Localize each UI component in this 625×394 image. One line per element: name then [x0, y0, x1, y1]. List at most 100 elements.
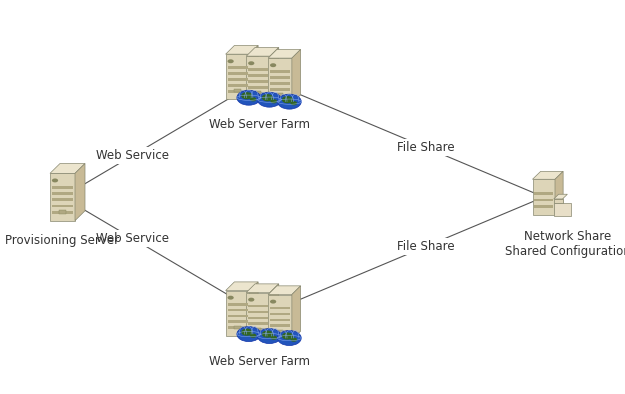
Circle shape	[270, 299, 276, 303]
Polygon shape	[248, 316, 268, 319]
Circle shape	[248, 298, 254, 302]
Polygon shape	[246, 292, 270, 338]
Polygon shape	[255, 328, 261, 331]
Polygon shape	[270, 318, 290, 321]
Polygon shape	[532, 171, 563, 179]
Circle shape	[241, 92, 252, 99]
Polygon shape	[228, 326, 248, 329]
Polygon shape	[228, 314, 248, 317]
Circle shape	[237, 90, 261, 105]
Circle shape	[262, 331, 273, 338]
Polygon shape	[248, 69, 268, 71]
Circle shape	[241, 329, 252, 336]
Polygon shape	[268, 295, 292, 340]
Polygon shape	[292, 286, 301, 340]
Polygon shape	[50, 164, 85, 173]
Polygon shape	[248, 328, 268, 331]
Polygon shape	[228, 303, 248, 305]
Polygon shape	[270, 330, 290, 333]
Polygon shape	[248, 305, 268, 307]
Polygon shape	[270, 324, 290, 327]
Circle shape	[250, 97, 256, 101]
Circle shape	[258, 92, 281, 107]
Polygon shape	[246, 284, 279, 292]
Polygon shape	[228, 90, 248, 93]
Polygon shape	[270, 76, 290, 79]
Polygon shape	[270, 284, 279, 338]
Polygon shape	[270, 48, 279, 102]
Polygon shape	[226, 291, 249, 336]
Polygon shape	[270, 82, 290, 85]
Polygon shape	[270, 313, 290, 315]
Polygon shape	[277, 329, 283, 333]
Polygon shape	[246, 56, 270, 102]
Circle shape	[250, 334, 256, 338]
Polygon shape	[532, 179, 555, 215]
Circle shape	[291, 338, 297, 342]
Polygon shape	[75, 164, 85, 221]
Polygon shape	[534, 192, 553, 195]
Polygon shape	[270, 88, 290, 91]
Text: File Share: File Share	[397, 240, 454, 253]
Polygon shape	[554, 199, 562, 203]
Polygon shape	[228, 72, 248, 75]
Circle shape	[282, 96, 293, 103]
Circle shape	[291, 101, 297, 105]
Text: Web Server Farm: Web Server Farm	[209, 118, 310, 131]
Polygon shape	[59, 210, 66, 214]
Polygon shape	[52, 192, 73, 195]
Text: Web Service: Web Service	[96, 149, 169, 162]
Polygon shape	[52, 199, 73, 201]
Polygon shape	[249, 282, 258, 336]
Polygon shape	[228, 78, 248, 81]
Polygon shape	[268, 286, 301, 295]
Polygon shape	[52, 211, 73, 214]
Polygon shape	[228, 67, 248, 69]
Text: Web Service: Web Service	[96, 232, 169, 245]
Polygon shape	[555, 171, 563, 215]
Circle shape	[270, 63, 276, 67]
Polygon shape	[248, 92, 268, 95]
Circle shape	[228, 296, 234, 299]
Polygon shape	[52, 204, 73, 207]
Text: Network Share
Shared Configuration: Network Share Shared Configuration	[504, 230, 625, 258]
Text: File Share: File Share	[397, 141, 454, 154]
Polygon shape	[534, 205, 553, 208]
Circle shape	[278, 94, 301, 109]
Polygon shape	[249, 45, 258, 99]
Polygon shape	[228, 320, 248, 323]
Circle shape	[262, 94, 273, 101]
Circle shape	[237, 327, 261, 342]
Polygon shape	[226, 54, 249, 99]
Polygon shape	[270, 71, 290, 73]
Text: Web Server Farm: Web Server Farm	[209, 355, 310, 368]
Polygon shape	[234, 325, 241, 329]
Polygon shape	[234, 89, 241, 93]
Polygon shape	[248, 310, 268, 313]
Circle shape	[248, 61, 254, 65]
Polygon shape	[554, 203, 571, 216]
Polygon shape	[248, 80, 268, 83]
Circle shape	[52, 178, 58, 182]
Polygon shape	[270, 94, 290, 97]
Circle shape	[271, 336, 277, 340]
Polygon shape	[554, 194, 568, 199]
Polygon shape	[534, 199, 553, 201]
Circle shape	[228, 59, 234, 63]
Polygon shape	[292, 50, 301, 103]
Polygon shape	[268, 50, 301, 58]
Polygon shape	[228, 309, 248, 311]
Circle shape	[258, 329, 281, 344]
Polygon shape	[228, 84, 248, 87]
Polygon shape	[226, 45, 258, 54]
Polygon shape	[255, 91, 261, 95]
Polygon shape	[248, 74, 268, 77]
Polygon shape	[268, 58, 292, 103]
Polygon shape	[248, 322, 268, 325]
Polygon shape	[270, 307, 290, 309]
Circle shape	[271, 99, 277, 103]
Polygon shape	[226, 282, 258, 291]
Polygon shape	[248, 86, 268, 89]
Polygon shape	[246, 48, 279, 56]
Text: Provisioning Server: Provisioning Server	[6, 234, 119, 247]
